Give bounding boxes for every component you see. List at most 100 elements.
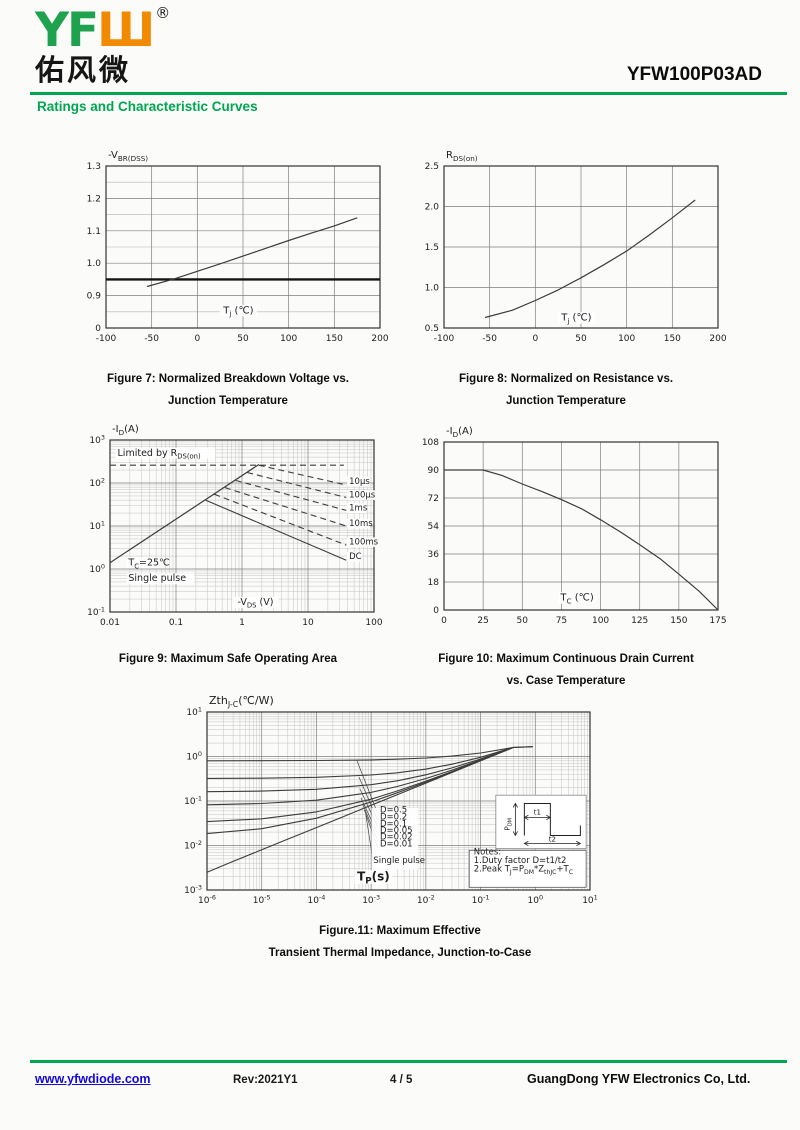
svg-text:101: 101 (89, 520, 105, 532)
figure-10-caption-line1: Figure 10: Maximum Continuous Drain Curr… (438, 653, 694, 665)
svg-text:D=0.2: D=0.2 (380, 813, 407, 823)
svg-text:103: 103 (89, 434, 105, 446)
svg-text:10μs: 10μs (349, 477, 370, 487)
footer-rule (30, 1060, 787, 1063)
logo-chinese-name: 佑风微 (35, 53, 132, 87)
figure-8-chart: -100 -50 0 50 100 150 200 2.5 2.0 1.5 1.0 0.5 Tj (℃)… (425, 150, 727, 344)
svg-text:D=0.05: D=0.05 (380, 826, 413, 836)
svg-text:2.5: 2.5 (425, 162, 439, 172)
svg-text:50: 50 (517, 616, 529, 626)
svg-text:-VBR(DSS): -VBR(DSS) (108, 150, 148, 163)
svg-text:10-1: 10-1 (184, 795, 202, 807)
figure-8-caption: Figure 8: Normalized on Resistance vs. J… (400, 368, 732, 412)
svg-text:0: 0 (194, 334, 200, 344)
svg-text:108: 108 (422, 438, 439, 448)
svg-text:150: 150 (664, 334, 681, 344)
svg-text:72: 72 (428, 494, 439, 504)
svg-text:2.Peak TJ=PDM*ZthJC+TC: 2.Peak TJ=PDM*ZthJC+TC (474, 865, 573, 876)
svg-text:100: 100 (618, 334, 635, 344)
svg-text:100: 100 (186, 750, 202, 762)
svg-text:1.2: 1.2 (87, 194, 101, 204)
svg-text:-100: -100 (434, 334, 455, 344)
svg-text:1: 1 (239, 618, 245, 628)
svg-text:100ms: 100ms (349, 538, 379, 548)
website-link[interactable]: www.yfwdiode.com (35, 1072, 151, 1086)
svg-text:0: 0 (95, 324, 101, 334)
svg-text:125: 125 (631, 616, 648, 626)
figure-10-chart: 0 25 50 75 100 125 150 175 108 90 72 54 36 18 0 TC (℃) -… (422, 426, 727, 626)
svg-text:Tj (℃): Tj (℃) (560, 313, 591, 326)
svg-text:1.5: 1.5 (425, 243, 439, 253)
svg-text:0: 0 (441, 616, 447, 626)
svg-text:D=0.1: D=0.1 (380, 819, 407, 829)
svg-text:t2: t2 (549, 835, 556, 843)
figure-11-chart: 10-6 10-5 10-4 10-3 10-2 10-1 100 101 101 100 10-1… (184, 694, 598, 906)
figure-9-caption: Figure 9: Maximum Safe Operating Area (62, 648, 394, 670)
svg-text:-ID(A): -ID(A) (446, 426, 473, 439)
svg-text:D=0.01: D=0.01 (380, 839, 413, 849)
svg-text:10-2: 10-2 (184, 839, 202, 851)
svg-text:102: 102 (89, 477, 105, 489)
page-indicator: 4 / 5 (390, 1074, 413, 1086)
figure-10-caption-line2: vs. Case Temperature (506, 675, 626, 687)
figure-8-caption-line1: Figure 8: Normalized on Resistance vs. (458, 373, 674, 385)
svg-text:1.3: 1.3 (87, 162, 101, 172)
svg-text:10-2: 10-2 (417, 894, 435, 906)
svg-text:36: 36 (428, 550, 440, 560)
svg-text:150: 150 (326, 334, 343, 344)
svg-text:90: 90 (428, 466, 440, 476)
svg-text:10-4: 10-4 (307, 894, 325, 906)
svg-text:Single pulse: Single pulse (128, 573, 186, 584)
registered-trademark-icon: ® (155, 4, 171, 22)
logo-yf: YF (35, 3, 99, 58)
yfw-logo: YFШ ® 佑风微 (35, 6, 170, 85)
svg-text:TP(s): TP(s) (357, 869, 390, 886)
svg-text:10ms: 10ms (349, 519, 373, 529)
svg-text:10-1: 10-1 (472, 894, 490, 906)
svg-text:101: 101 (582, 894, 598, 906)
svg-text:100: 100 (89, 563, 105, 575)
svg-text:0.9: 0.9 (87, 292, 102, 302)
svg-text:0: 0 (532, 334, 538, 344)
svg-text:101: 101 (186, 706, 202, 718)
svg-text:18: 18 (428, 578, 440, 588)
logo-wordmark: YFШ ® (35, 4, 171, 55)
svg-text:0: 0 (433, 606, 439, 616)
figure-7-chart: -100 -50 0 50 100 150 200 1.3 1.2 1.1 1.0 0.9 0 Tj (℃… (87, 150, 389, 344)
svg-text:150: 150 (670, 616, 687, 626)
svg-text:1.0: 1.0 (87, 259, 102, 269)
svg-text:175: 175 (709, 616, 726, 626)
svg-text:50: 50 (237, 334, 249, 344)
svg-text:-50: -50 (482, 334, 497, 344)
svg-text:RDS(on): RDS(on) (446, 150, 478, 163)
svg-text:Single pulse: Single pulse (373, 856, 425, 866)
figure-7-caption-line2: Junction Temperature (168, 395, 288, 407)
svg-text:1.Duty factor D=t1/t2: 1.Duty factor D=t1/t2 (474, 856, 567, 866)
svg-text:1ms: 1ms (349, 503, 368, 513)
svg-text:2.0: 2.0 (425, 203, 440, 213)
svg-text:-VDS (V): -VDS (V) (238, 597, 274, 610)
figure-11-caption-line2: Transient Thermal Impedance, Junction-to… (268, 947, 532, 959)
figure-11-caption: Figure.11: Maximum Effective Transient T… (160, 920, 640, 964)
svg-text:-100: -100 (96, 334, 117, 344)
svg-text:100: 100 (592, 616, 609, 626)
svg-text:0.1: 0.1 (169, 618, 183, 628)
svg-text:75: 75 (556, 616, 567, 626)
svg-text:1.0: 1.0 (425, 284, 440, 294)
svg-text:D=0.5: D=0.5 (380, 806, 407, 816)
svg-text:50: 50 (575, 334, 587, 344)
figure-9-caption-line1: Figure 9: Maximum Safe Operating Area (118, 653, 338, 665)
svg-text:10-3: 10-3 (184, 884, 202, 896)
svg-text:10: 10 (302, 618, 314, 628)
part-number: YFW100P03AD (626, 64, 762, 85)
svg-text:TC=25℃: TC=25℃ (127, 558, 170, 571)
svg-text:D=0.02: D=0.02 (380, 833, 413, 843)
svg-text:10-3: 10-3 (362, 894, 380, 906)
svg-text:-ID(A): -ID(A) (112, 424, 139, 437)
company-name: GuangDong YFW Electronics Co, Ltd. (527, 1072, 751, 1086)
svg-text:1.1: 1.1 (87, 227, 101, 237)
svg-text:200: 200 (371, 334, 388, 344)
svg-text:PDM: PDM (503, 818, 513, 830)
svg-text:-50: -50 (144, 334, 159, 344)
